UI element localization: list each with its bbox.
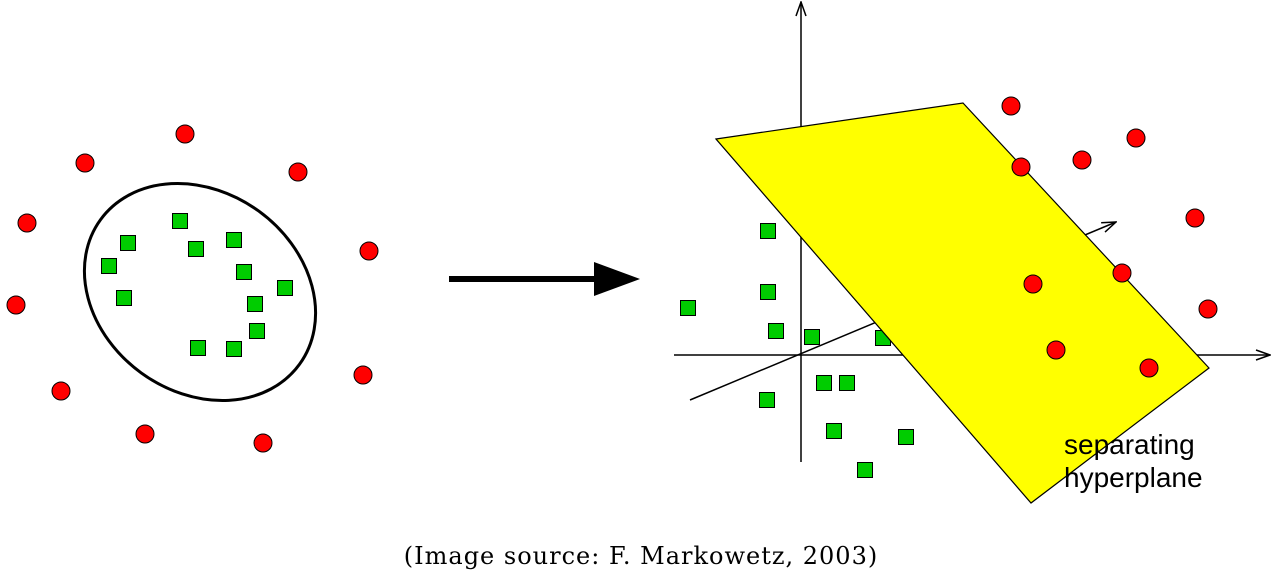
red-point bbox=[1072, 150, 1092, 170]
red-point bbox=[6, 295, 26, 315]
hyperplane-label-line1: separating bbox=[1064, 429, 1195, 460]
input-space-panel bbox=[6, 124, 379, 453]
red-point bbox=[253, 433, 273, 453]
red-class-points bbox=[6, 124, 379, 453]
hyperplane-label-line2: hyperplane bbox=[1064, 462, 1203, 493]
green-point bbox=[226, 232, 242, 248]
red-point bbox=[359, 241, 379, 261]
green-point bbox=[680, 300, 696, 316]
green-point bbox=[236, 264, 252, 280]
decision-boundary-ellipse bbox=[82, 182, 318, 402]
green-point bbox=[760, 223, 776, 239]
red-point bbox=[175, 124, 195, 144]
red-point bbox=[1112, 263, 1132, 283]
red-point bbox=[135, 424, 155, 444]
green-point bbox=[277, 280, 293, 296]
red-point bbox=[51, 381, 71, 401]
hyperplane-label: separating hyperplane bbox=[1064, 428, 1203, 494]
red-point bbox=[1046, 340, 1066, 360]
green-point bbox=[120, 235, 136, 251]
red-point bbox=[17, 213, 37, 233]
red-point bbox=[1139, 358, 1159, 378]
red-point bbox=[1185, 208, 1205, 228]
green-point bbox=[247, 296, 263, 312]
green-point bbox=[116, 290, 132, 306]
red-point bbox=[1001, 96, 1021, 116]
feature-space-panel bbox=[674, 2, 1270, 504]
green-point bbox=[898, 429, 914, 445]
mapping-arrow bbox=[449, 262, 640, 296]
green-point bbox=[249, 323, 265, 339]
green-point bbox=[188, 241, 204, 257]
image-caption: (Image source: F. Markowetz, 2003) bbox=[403, 542, 879, 570]
green-point bbox=[804, 329, 820, 345]
red-point bbox=[1126, 128, 1146, 148]
green-class-points-mapped bbox=[680, 223, 914, 478]
green-point bbox=[826, 423, 842, 439]
red-point bbox=[353, 365, 373, 385]
green-point bbox=[190, 340, 206, 356]
red-class-points-mapped bbox=[1001, 96, 1218, 378]
red-point bbox=[1198, 299, 1218, 319]
green-point bbox=[759, 392, 775, 408]
green-point bbox=[857, 462, 873, 478]
green-point bbox=[172, 213, 188, 229]
red-point bbox=[75, 153, 95, 173]
separating-hyperplane bbox=[714, 102, 1210, 504]
green-point bbox=[760, 284, 776, 300]
green-point bbox=[226, 341, 242, 357]
green-point bbox=[816, 375, 832, 391]
red-point bbox=[288, 162, 308, 182]
red-point bbox=[1023, 274, 1043, 294]
green-point bbox=[101, 258, 117, 274]
green-class-points bbox=[101, 213, 293, 357]
green-point bbox=[768, 323, 784, 339]
green-point bbox=[839, 375, 855, 391]
red-point bbox=[1011, 157, 1031, 177]
